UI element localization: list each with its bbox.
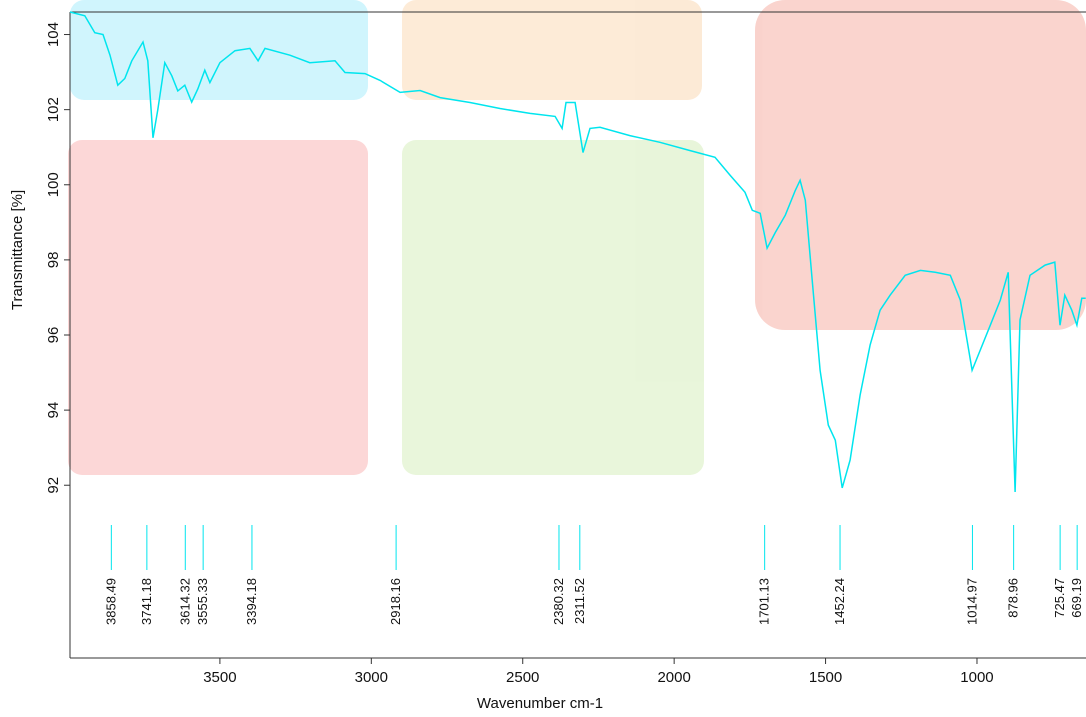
y-tick-label: 98 <box>45 252 62 269</box>
x-tick-label: 1000 <box>960 669 993 686</box>
x-tick-label: 2000 <box>657 669 690 686</box>
peak-label: 3394.18 <box>244 578 259 625</box>
y-tick-label: 96 <box>45 327 62 344</box>
peak-label: 2311.52 <box>572 578 587 624</box>
y-axis-label: Transmittance [%] <box>9 190 26 310</box>
y-tick-label: 92 <box>45 477 62 494</box>
y-tick-label: 102 <box>45 97 62 122</box>
peak-label: 2918.16 <box>388 578 403 625</box>
x-tick-label: 1500 <box>809 669 842 686</box>
peak-label: 1014.97 <box>964 578 979 625</box>
peak-label: 1701.13 <box>757 578 772 625</box>
peak-label: 3858.49 <box>103 578 118 625</box>
peak-label: 669.19 <box>1069 578 1084 618</box>
x-tick-label: 3500 <box>203 669 236 686</box>
x-axis-label: Wavenumber cm-1 <box>477 695 603 712</box>
peak-label: 3614.32 <box>177 578 192 625</box>
x-tick-label: 2500 <box>506 669 539 686</box>
watermark <box>68 0 1086 475</box>
peak-label: 3741.18 <box>139 578 154 625</box>
peak-label: 725.47 <box>1052 578 1067 618</box>
y-tick-label: 104 <box>45 22 62 47</box>
spectrum-line <box>69 11 1086 493</box>
peak-label: 3555.33 <box>195 578 210 625</box>
x-tick-label: 3000 <box>355 669 388 686</box>
y-tick-label: 100 <box>45 172 62 197</box>
peak-label: 878.96 <box>1006 578 1021 618</box>
y-tick-label: 94 <box>45 402 62 419</box>
peak-label: 2380.32 <box>551 578 566 625</box>
peak-label: 1452.24 <box>832 578 847 625</box>
